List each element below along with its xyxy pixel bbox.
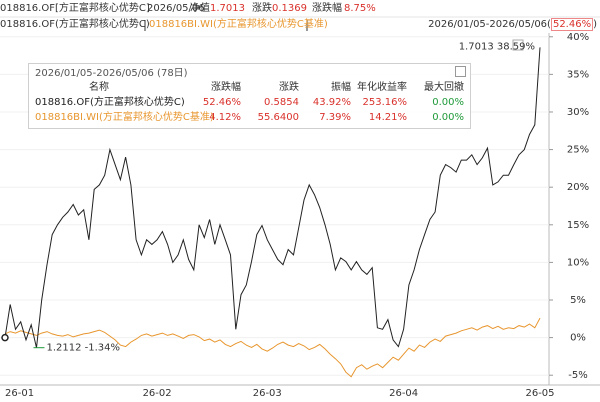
y-tick-label: 40% <box>567 32 589 43</box>
table-header: 振幅 <box>331 82 351 93</box>
table-cell: 43.92% <box>312 97 351 108</box>
chg: 0.1369 <box>272 3 307 14</box>
table-cell: 55.6400 <box>257 112 299 123</box>
nav-label: 净值 <box>190 3 210 14</box>
fund-code: 018816.OF[方正富邦核心优势C] <box>0 3 150 14</box>
max-annotation: 1.7013 38.59% <box>459 41 535 52</box>
series-line <box>4 317 541 378</box>
y-tick-label: 25% <box>567 145 589 156</box>
table-cell: 253.16% <box>362 97 408 108</box>
y-tick-label: 0% <box>570 333 586 344</box>
stats-panel: 2026/01/05-2026/05/06 (78日) 名称 涨跌幅 涨跌 振幅 年化收… <box>28 63 471 129</box>
table-header: 年化收益率 <box>357 82 407 93</box>
x-tick-label: 26-05 <box>525 388 554 399</box>
x-tick-label: 26-02 <box>143 388 172 399</box>
y-tick-label: -5% <box>568 370 587 381</box>
y-tick-label: 10% <box>567 257 589 268</box>
series-line <box>4 47 541 348</box>
y-tick-label: 35% <box>567 69 589 80</box>
table-cell: 52.46% <box>202 97 241 108</box>
chg-label: 涨跌 <box>252 3 272 14</box>
nav: 1.7013 <box>210 3 245 14</box>
y-tick-label: 20% <box>567 182 589 193</box>
pct-label: 涨跌幅 <box>312 3 342 14</box>
table-cell: 7.39% <box>319 112 351 123</box>
range-return: 52.46% <box>550 18 594 31</box>
y-tick-label: 15% <box>567 220 589 231</box>
table-cell: 0.00% <box>432 112 464 123</box>
pct: 8.75% <box>344 3 376 14</box>
legend-fund: 018816.OF(方正富邦核心优势C) <box>0 19 150 30</box>
x-tick-label: 26-04 <box>389 388 418 399</box>
min-annotation: 1.2112 -1.34% <box>46 343 120 354</box>
table-header: 涨跌 <box>279 82 299 93</box>
zoom-button[interactable] <box>512 39 524 51</box>
range-prefix: 2026/01/05-2026/05/06( <box>428 19 551 30</box>
x-tick-label: 26-03 <box>253 388 282 399</box>
table-header: 涨跌幅 <box>211 82 241 93</box>
table-cell: 14.21% <box>368 112 407 123</box>
legend-bench: 018816BI.WI(方正富邦核心优势C基准) <box>149 19 328 30</box>
panel-title: 2026/01/05-2026/05/06 (78日) <box>35 68 188 79</box>
table-cell: 0.5854 <box>264 97 299 108</box>
table-header: 名称 <box>89 82 109 93</box>
close-button[interactable] <box>455 66 466 77</box>
y-tick-label: 30% <box>567 107 589 118</box>
start-marker <box>1 333 9 342</box>
range-suffix: ) <box>593 19 597 30</box>
range: 2026/01/05-2026/05/06(52.46%) <box>428 18 597 31</box>
x-tick-label: 26-01 <box>5 388 34 399</box>
row-name: 018816.OF(方正富邦核心优势C) <box>35 97 185 108</box>
table-cell: 0.00% <box>432 97 464 108</box>
table-header: 最大回撤 <box>424 82 464 93</box>
y-tick-label: 5% <box>570 295 586 306</box>
table-cell: 4.12% <box>209 112 241 123</box>
row-name: 018816BI.WI(方正富邦核心优势C基准) <box>35 112 214 123</box>
date: 2026/05/06 <box>147 3 205 14</box>
